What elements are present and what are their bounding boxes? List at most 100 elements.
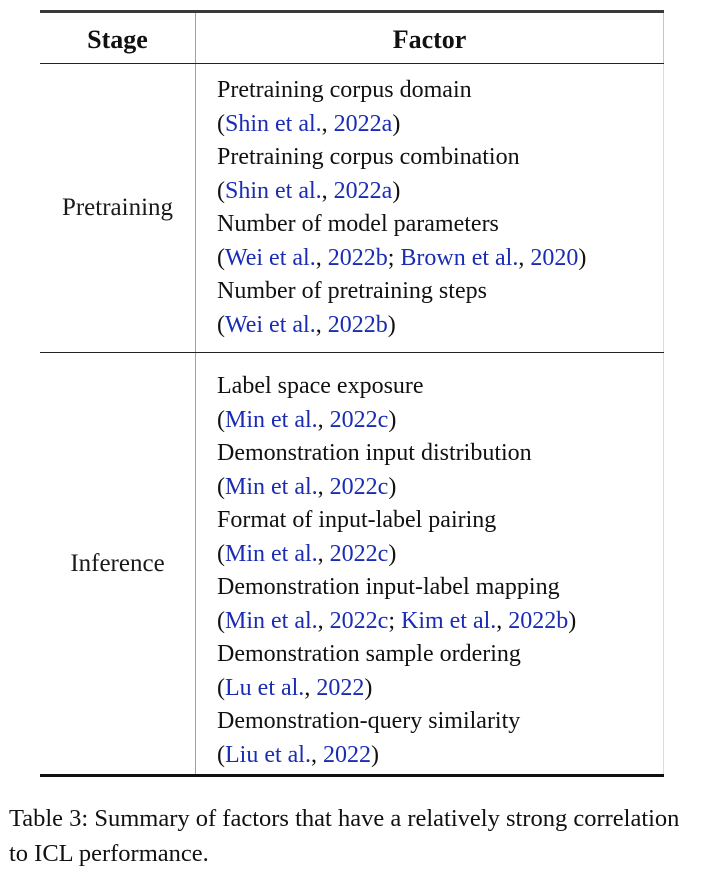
citation-year-link[interactable]: 2022a <box>333 110 393 137</box>
factor-citation: (Shin et al., 2022a) <box>217 108 663 142</box>
citation-year-link[interactable]: 2020 <box>530 244 579 271</box>
citation-open-paren: ( <box>217 741 225 768</box>
citation-comma: , <box>317 406 330 433</box>
citation-close-paren: ) <box>388 406 397 433</box>
citation-authors-link[interactable]: Liu et al. <box>225 741 311 768</box>
factor-cell-pretraining: Pretraining corpus domain (Shin et al., 2… <box>196 64 664 352</box>
table-header-row: Stage Factor <box>40 13 664 64</box>
citation-comma: , <box>317 540 330 567</box>
citation-close-paren: ) <box>392 110 401 137</box>
citation-year-link[interactable]: 2022a <box>333 177 393 204</box>
citation-comma: , <box>315 311 328 338</box>
citation-close-paren: ) <box>387 311 396 338</box>
citation-comma: , <box>304 674 317 701</box>
factors-table: Stage Factor Pretraining Pretraining cor… <box>40 10 664 777</box>
citation-open-paren: ( <box>217 110 225 137</box>
factor-citation: (Wei et al., 2022b) <box>217 309 663 343</box>
citation-open-paren: ( <box>217 311 225 338</box>
table-row-pretraining: Pretraining Pretraining corpus domain (Sh… <box>40 64 664 353</box>
citation-authors-link[interactable]: Lu et al. <box>225 674 305 701</box>
citation-close-paren: ) <box>568 607 577 634</box>
factor-item: Format of input-label pairing (Min et al.… <box>217 504 663 571</box>
factor-citation: (Liu et al., 2022) <box>217 739 663 773</box>
header-factor-cell: Factor <box>196 13 664 63</box>
citation-open-paren: ( <box>217 177 225 204</box>
citation-comma: , <box>321 110 334 137</box>
citation-authors-link[interactable]: Min et al. <box>225 540 318 567</box>
citation-year-link[interactable]: 2022 <box>322 741 371 768</box>
citation-close-paren: ) <box>388 473 397 500</box>
citation-authors-link[interactable]: Shin et al. <box>225 177 322 204</box>
citation-separator: ; <box>388 607 401 634</box>
citation-authors-link[interactable]: Brown et al. <box>400 244 519 271</box>
factor-item: Demonstration sample ordering (Lu et al.,… <box>217 638 663 705</box>
citation-comma: , <box>321 177 334 204</box>
citation-open-paren: ( <box>217 607 225 634</box>
factor-name: Label space exposure <box>217 373 424 399</box>
citation-authors-link[interactable]: Shin et al. <box>225 110 322 137</box>
factor-item: Label space exposure (Min et al., 2022c) <box>217 370 663 437</box>
citation-year-link[interactable]: 2022b <box>327 244 388 271</box>
factor-cell-inference: Label space exposure (Min et al., 2022c) D… <box>196 353 664 774</box>
factor-name: Demonstration sample ordering <box>217 641 521 667</box>
citation-open-paren: ( <box>217 473 225 500</box>
factor-citation: (Min et al., 2022c) <box>217 471 663 505</box>
factor-citation: (Min et al., 2022c; Kim et al., 2022b) <box>217 605 663 639</box>
citation-comma: , <box>317 607 330 634</box>
header-stage-cell: Stage <box>40 13 196 63</box>
factor-name: Format of input-label pairing <box>217 507 497 533</box>
citation-authors-link[interactable]: Min et al. <box>225 406 318 433</box>
citation-comma: , <box>315 244 328 271</box>
citation-close-paren: ) <box>364 674 373 701</box>
citation-year-link[interactable]: 2022b <box>508 607 569 634</box>
citation-open-paren: ( <box>217 406 225 433</box>
citation-year-link[interactable]: 2022c <box>329 540 389 567</box>
factor-citation: (Shin et al., 2022a) <box>217 175 663 209</box>
table-caption: Table 3: Summary of factors that have a … <box>9 805 680 867</box>
stage-cell-pretraining: Pretraining <box>40 64 196 352</box>
factor-name: Number of pretraining steps <box>217 278 487 304</box>
citation-year-link[interactable]: 2022c <box>329 406 389 433</box>
factor-item: Number of model parameters (Wei et al., 2… <box>217 208 663 275</box>
citation-authors-link[interactable]: Min et al. <box>225 473 318 500</box>
factor-item: Demonstration input-label mapping (Min et… <box>217 571 663 638</box>
factor-name: Demonstration-query similarity <box>217 708 521 734</box>
stage-cell-inference: Inference <box>40 353 196 774</box>
factor-citation: (Min et al., 2022c) <box>217 404 663 438</box>
stage-label: Pretraining <box>61 194 174 221</box>
table-bottom-rule <box>40 774 664 777</box>
factor-name: Demonstration input-label mapping <box>217 574 560 600</box>
citation-authors-link[interactable]: Kim et al. <box>400 607 497 634</box>
citation-year-link[interactable]: 2022c <box>329 607 389 634</box>
factor-item: Demonstration input distribution (Min et … <box>217 437 663 504</box>
factor-name: Demonstration input distribution <box>217 440 532 466</box>
citation-authors-link[interactable]: Min et al. <box>225 607 318 634</box>
citation-open-paren: ( <box>217 244 225 271</box>
citation-year-link[interactable]: 2022 <box>316 674 365 701</box>
factor-list: Label space exposure (Min et al., 2022c) D… <box>217 370 663 772</box>
header-stage-label: Stage <box>87 25 148 54</box>
citation-open-paren: ( <box>217 674 225 701</box>
citation-close-paren: ) <box>370 741 379 768</box>
citation-close-paren: ) <box>388 540 397 567</box>
citation-year-link[interactable]: 2022c <box>329 473 389 500</box>
factor-list: Pretraining corpus domain (Shin et al., 2… <box>217 74 663 342</box>
factor-item: Number of pretraining steps (Wei et al., … <box>217 275 663 342</box>
citation-authors-link[interactable]: Wei et al. <box>225 244 316 271</box>
factor-name: Pretraining corpus domain <box>217 77 472 103</box>
factor-item: Pretraining corpus domain (Shin et al., 2… <box>217 74 663 141</box>
citation-close-paren: ) <box>392 177 401 204</box>
citation-authors-link[interactable]: Wei et al. <box>225 311 316 338</box>
factor-item: Demonstration-query similarity (Liu et al… <box>217 705 663 772</box>
factor-citation: (Min et al., 2022c) <box>217 538 663 572</box>
factor-item: Pretraining corpus combination (Shin et a… <box>217 141 663 208</box>
factor-name: Number of model parameters <box>217 211 499 237</box>
stage-label: Inference <box>70 549 165 577</box>
citation-close-paren: ) <box>578 244 587 271</box>
factor-citation: (Lu et al., 2022) <box>217 672 663 706</box>
citation-separator: ; <box>387 244 401 271</box>
factor-name: Pretraining corpus combination <box>217 144 520 170</box>
citation-year-link[interactable]: 2022b <box>327 311 388 338</box>
citation-comma: , <box>317 473 330 500</box>
